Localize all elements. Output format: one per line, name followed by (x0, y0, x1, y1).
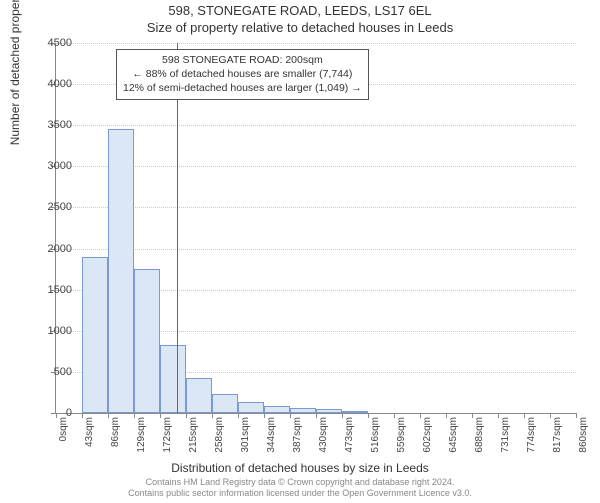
y-gridline (56, 43, 576, 44)
x-tick-label: 43sqm (84, 417, 95, 457)
x-tick-mark (420, 413, 421, 418)
y-gridline (56, 207, 576, 208)
y-axis-label: Number of detached properties (8, 0, 22, 145)
x-tick-label: 516sqm (370, 417, 381, 457)
chart-title-line2: Size of property relative to detached ho… (0, 20, 600, 35)
x-tick-mark (498, 413, 499, 418)
x-tick-label: 172sqm (162, 417, 173, 457)
footer-line2: Contains public sector information licen… (0, 488, 600, 500)
x-tick-label: 129sqm (136, 417, 147, 457)
y-tick-label: 2500 (32, 201, 72, 213)
x-tick-label: 86sqm (110, 417, 121, 457)
annotation-line: 12% of semi-detached houses are larger (… (123, 81, 362, 95)
x-tick-mark (212, 413, 213, 418)
x-tick-mark (368, 413, 369, 418)
footer-attribution: Contains HM Land Registry data © Crown c… (0, 477, 600, 500)
x-tick-mark (186, 413, 187, 418)
y-tick-label: 4500 (32, 37, 72, 49)
x-tick-mark (134, 413, 135, 418)
histogram-bar (316, 409, 342, 413)
histogram-bar (82, 257, 108, 413)
footer-line1: Contains HM Land Registry data © Crown c… (0, 477, 600, 489)
y-tick-label: 2000 (32, 243, 72, 255)
x-tick-label: 387sqm (292, 417, 303, 457)
x-tick-mark (108, 413, 109, 418)
histogram-bar (238, 402, 264, 414)
x-tick-label: 860sqm (578, 417, 589, 457)
x-tick-label: 731sqm (500, 417, 511, 457)
x-tick-mark (550, 413, 551, 418)
histogram-bar (160, 345, 186, 413)
x-tick-mark (394, 413, 395, 418)
histogram-bar (342, 411, 368, 413)
x-tick-mark (160, 413, 161, 418)
x-tick-label: 430sqm (318, 417, 329, 457)
x-tick-mark (524, 413, 525, 418)
x-tick-mark (316, 413, 317, 418)
chart-title-line1: 598, STONEGATE ROAD, LEEDS, LS17 6EL (0, 3, 600, 18)
histogram-bar (264, 406, 290, 413)
y-tick-label: 500 (32, 366, 72, 378)
x-tick-label: 258sqm (214, 417, 225, 457)
x-axis-label: Distribution of detached houses by size … (0, 461, 600, 475)
x-tick-label: 344sqm (266, 417, 277, 457)
y-tick-label: 1000 (32, 325, 72, 337)
x-tick-mark (576, 413, 577, 418)
x-tick-mark (82, 413, 83, 418)
x-tick-label: 215sqm (188, 417, 199, 457)
x-tick-label: 817sqm (552, 417, 563, 457)
x-tick-label: 559sqm (396, 417, 407, 457)
y-gridline (56, 125, 576, 126)
histogram-bar (186, 378, 212, 413)
histogram-bar (290, 408, 316, 413)
x-tick-label: 645sqm (448, 417, 459, 457)
y-tick-label: 1500 (32, 284, 72, 296)
x-tick-label: 0sqm (58, 417, 69, 457)
x-tick-label: 473sqm (344, 417, 355, 457)
x-tick-mark (238, 413, 239, 418)
histogram-bar (134, 269, 160, 413)
histogram-bar (108, 129, 134, 413)
y-tick-label: 3500 (32, 119, 72, 131)
x-tick-mark (342, 413, 343, 418)
histogram-bar (212, 394, 238, 413)
annotation-line: ← 88% of detached houses are smaller (7,… (123, 67, 362, 81)
y-tick-label: 4000 (32, 78, 72, 90)
y-gridline (56, 166, 576, 167)
x-tick-mark (472, 413, 473, 418)
annotation-box: 598 STONEGATE ROAD: 200sqm← 88% of detac… (116, 49, 369, 100)
annotation-line: 598 STONEGATE ROAD: 200sqm (123, 53, 362, 67)
x-tick-mark (290, 413, 291, 418)
x-tick-label: 301sqm (240, 417, 251, 457)
x-tick-mark (446, 413, 447, 418)
y-tick-label: 3000 (32, 160, 72, 172)
y-gridline (56, 249, 576, 250)
x-tick-label: 688sqm (474, 417, 485, 457)
x-tick-mark (264, 413, 265, 418)
x-tick-label: 602sqm (422, 417, 433, 457)
x-tick-label: 774sqm (526, 417, 537, 457)
